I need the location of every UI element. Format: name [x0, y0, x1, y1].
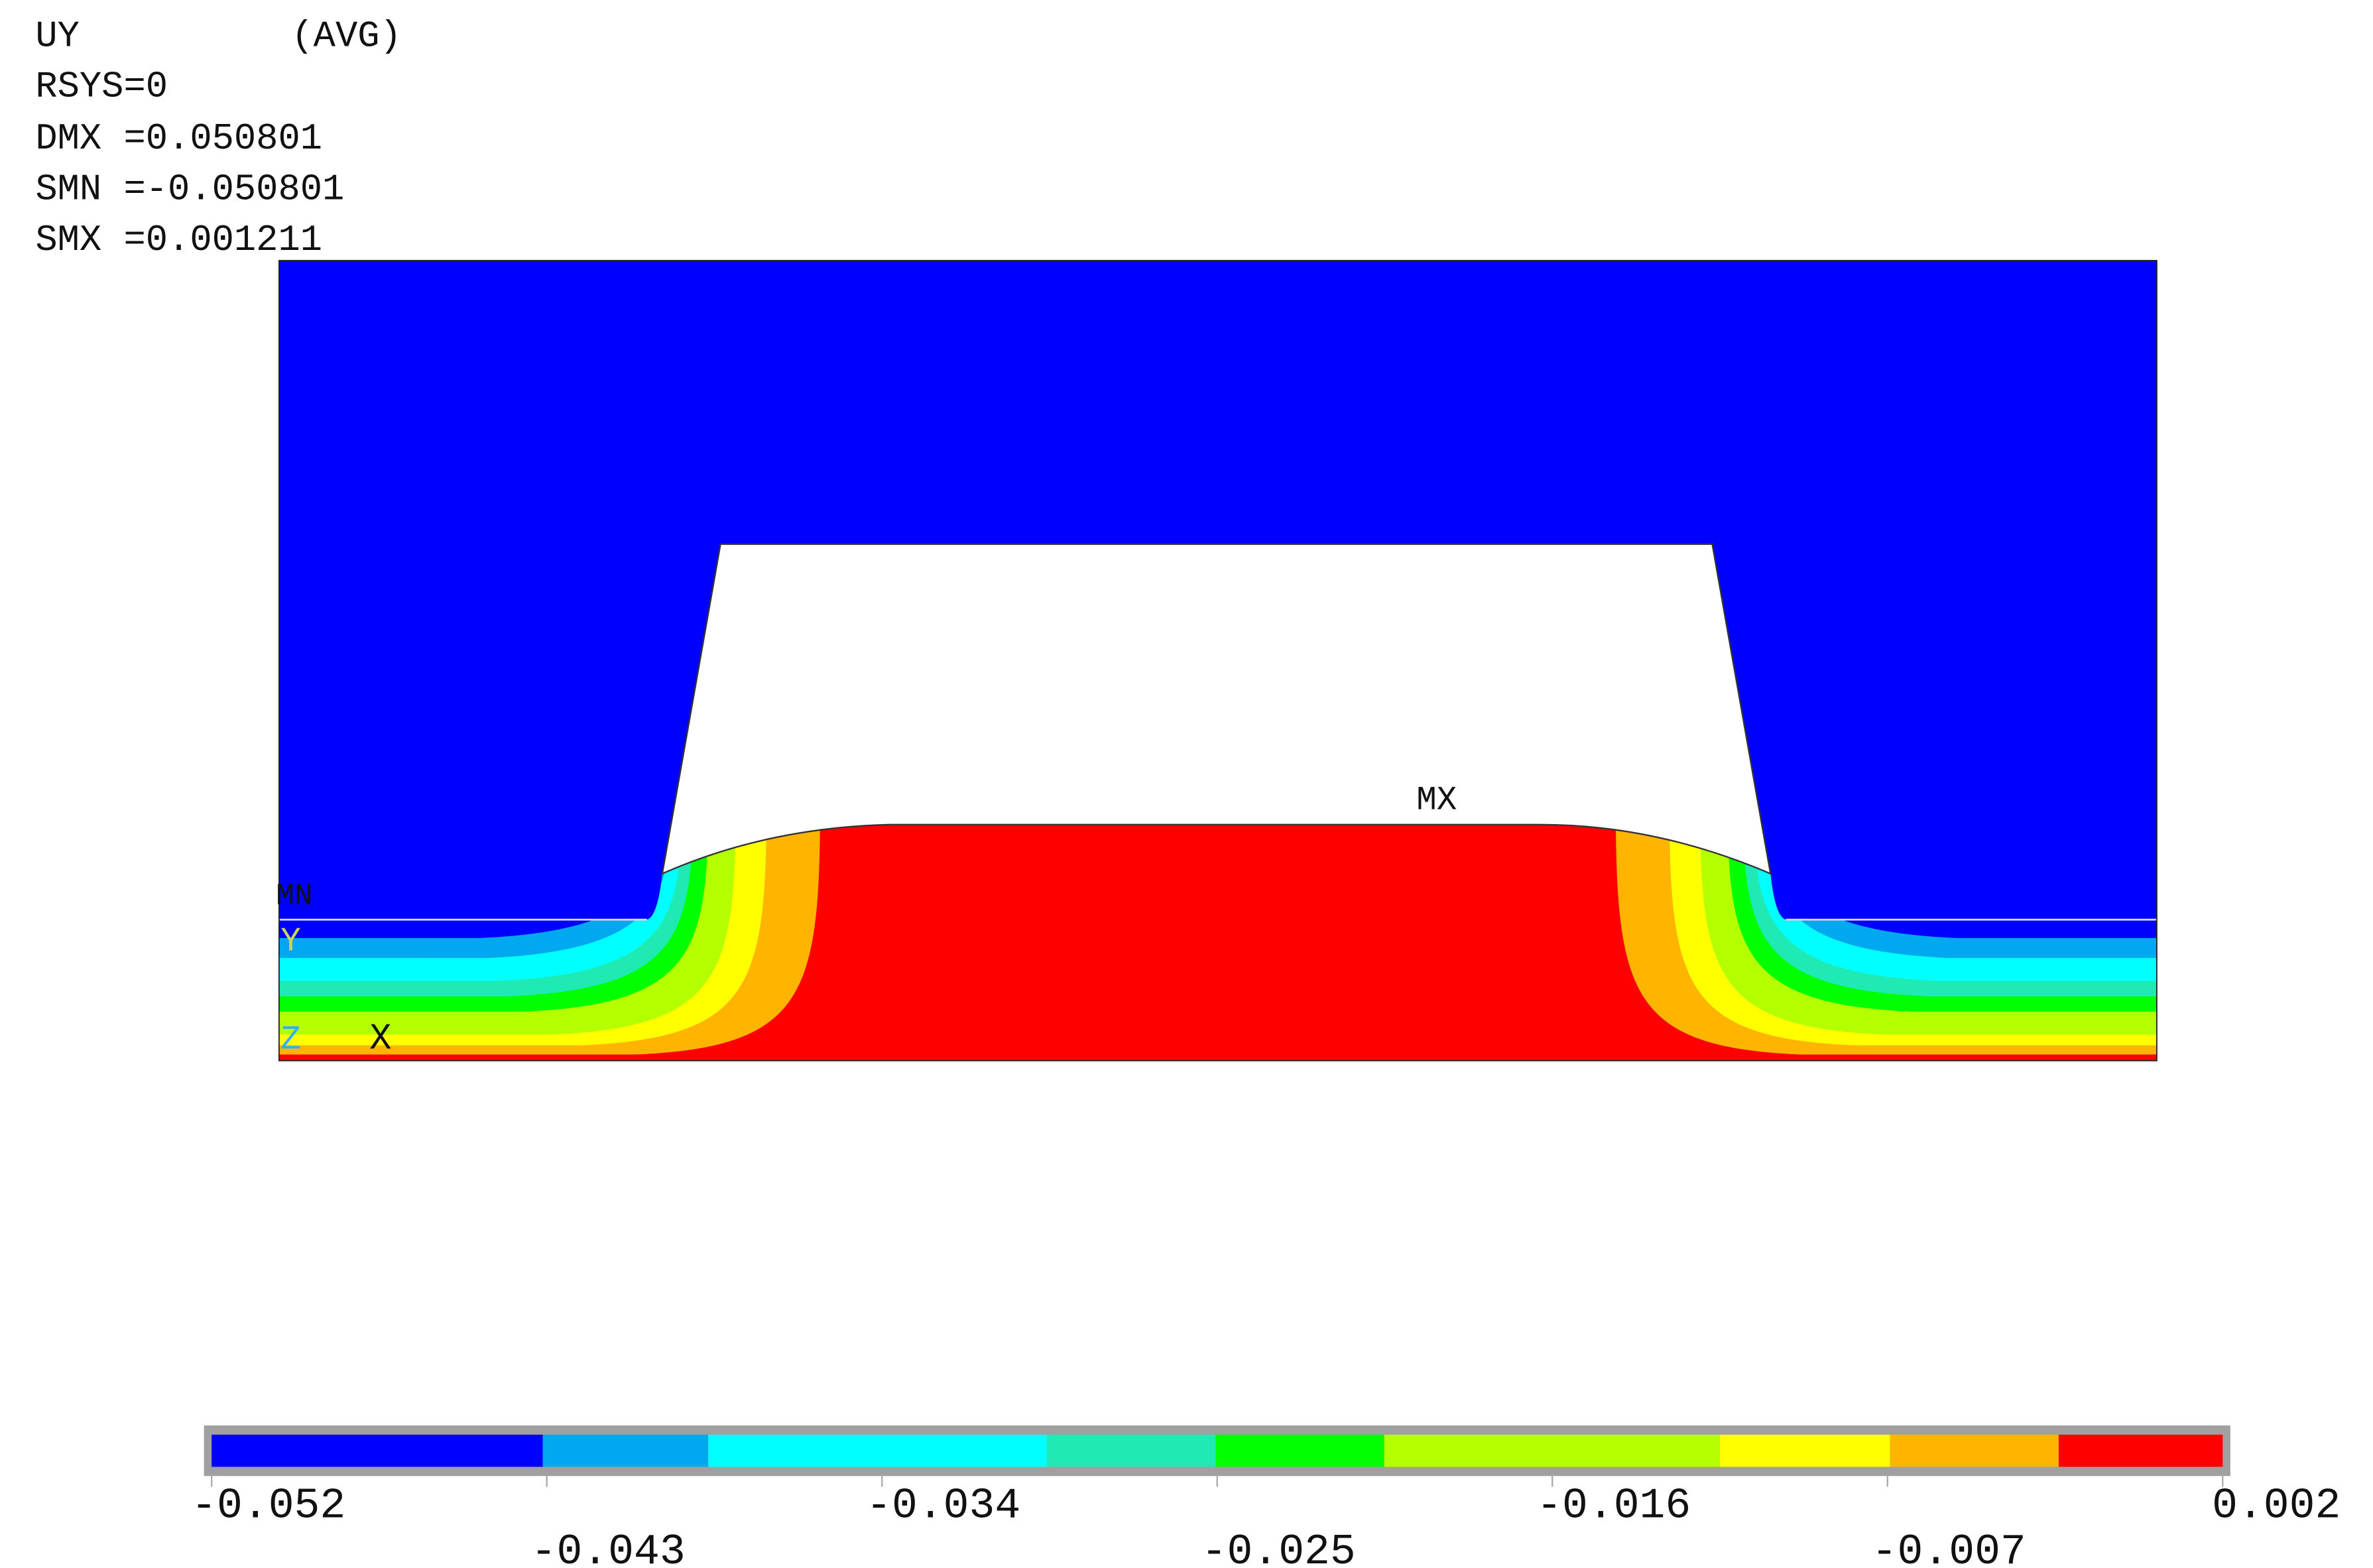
body-region — [278, 261, 2157, 920]
model — [278, 260, 2158, 1061]
info-line: SMN =-0.050801 — [35, 169, 344, 211]
avg-label: (AVG) — [291, 15, 401, 57]
legend-label: -0.034 — [866, 1482, 1020, 1531]
legend-band — [2058, 1434, 2223, 1467]
legend-label: -0.007 — [1872, 1528, 2026, 1568]
info-line: SMX =0.001211 — [35, 219, 322, 261]
info-line: DMX =0.050801 — [35, 118, 322, 160]
legend-label: -0.025 — [1201, 1528, 1356, 1568]
axis-y: Y — [280, 923, 301, 961]
legend: -0.052 -0.043 -0.034 -0.025 -0.016 -0.007 0.00… — [191, 1434, 2341, 1568]
axis-x: X — [369, 1018, 391, 1059]
info-line: RSYS=0 — [35, 66, 168, 108]
legend-band — [212, 1434, 543, 1467]
legend-label: -0.016 — [1536, 1482, 1691, 1531]
max-label: MX — [1416, 782, 1457, 820]
legend-band — [1047, 1434, 1216, 1467]
legend-band — [1215, 1434, 1384, 1467]
axis-z: Z — [280, 1021, 301, 1059]
cavity — [661, 543, 1772, 875]
min-label: MN — [276, 879, 312, 914]
legend-label: -0.052 — [191, 1482, 345, 1531]
legend-band — [542, 1434, 709, 1467]
legend-label: 0.002 — [2212, 1482, 2341, 1531]
legend-band — [1720, 1434, 1890, 1467]
result-label: UY — [35, 15, 80, 57]
legend-band — [1384, 1434, 1721, 1467]
legend-band — [708, 1434, 1048, 1467]
legend-label: -0.043 — [531, 1528, 686, 1568]
model-outline — [278, 260, 2158, 1061]
legend-band — [1890, 1434, 2059, 1467]
